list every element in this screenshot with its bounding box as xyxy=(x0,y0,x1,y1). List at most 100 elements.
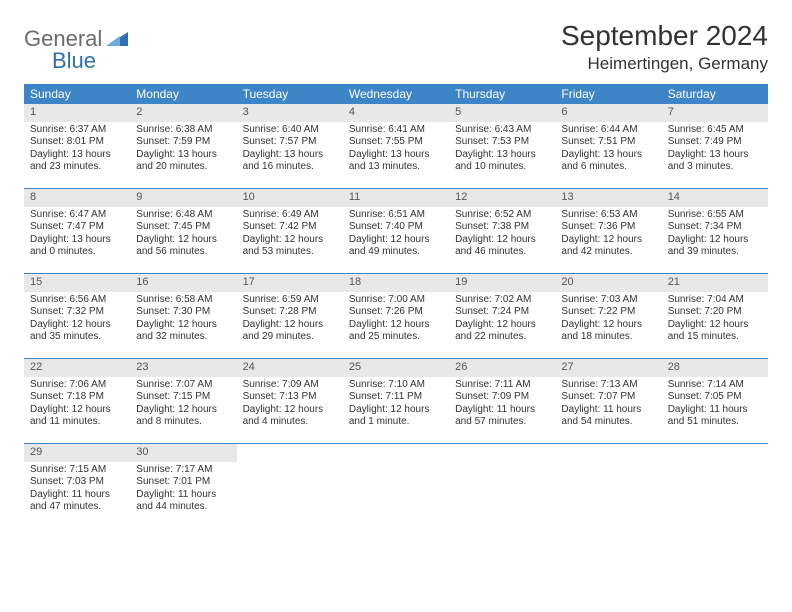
day-body: Sunrise: 6:43 AMSunset: 7:53 PMDaylight:… xyxy=(449,122,555,178)
day-cell: 11Sunrise: 6:51 AMSunset: 7:40 PMDayligh… xyxy=(343,189,449,273)
day-body: Sunrise: 6:59 AMSunset: 7:28 PMDaylight:… xyxy=(237,292,343,348)
day-body: Sunrise: 6:56 AMSunset: 7:32 PMDaylight:… xyxy=(24,292,130,348)
day-header-row: SundayMondayTuesdayWednesdayThursdayFrid… xyxy=(24,84,768,104)
sunset-line: Sunset: 7:15 PM xyxy=(136,391,230,404)
daylight-line: Daylight: 11 hours xyxy=(30,489,124,502)
day-cell: 26Sunrise: 7:11 AMSunset: 7:09 PMDayligh… xyxy=(449,359,555,443)
daylight-line: Daylight: 12 hours xyxy=(561,234,655,247)
day-body: Sunrise: 6:47 AMSunset: 7:47 PMDaylight:… xyxy=(24,207,130,263)
sunset-line: Sunset: 7:26 PM xyxy=(349,306,443,319)
day-number: 15 xyxy=(24,274,130,292)
day-header: Sunday xyxy=(24,84,130,104)
day-number: 10 xyxy=(237,189,343,207)
daylight-line: Daylight: 13 hours xyxy=(30,234,124,247)
daylight-line: Daylight: 12 hours xyxy=(243,319,337,332)
day-body: Sunrise: 6:55 AMSunset: 7:34 PMDaylight:… xyxy=(662,207,768,263)
day-body: Sunrise: 6:45 AMSunset: 7:49 PMDaylight:… xyxy=(662,122,768,178)
week-row: 15Sunrise: 6:56 AMSunset: 7:32 PMDayligh… xyxy=(24,274,768,359)
daylight-line: and 11 minutes. xyxy=(30,416,124,429)
day-number: 5 xyxy=(449,104,555,122)
day-number: 24 xyxy=(237,359,343,377)
day-number: 9 xyxy=(130,189,236,207)
sunrise-line: Sunrise: 6:51 AM xyxy=(349,209,443,222)
day-cell: 9Sunrise: 6:48 AMSunset: 7:45 PMDaylight… xyxy=(130,189,236,273)
day-cell: 17Sunrise: 6:59 AMSunset: 7:28 PMDayligh… xyxy=(237,274,343,358)
sunrise-line: Sunrise: 6:52 AM xyxy=(455,209,549,222)
sunset-line: Sunset: 7:03 PM xyxy=(30,476,124,489)
sunrise-line: Sunrise: 6:38 AM xyxy=(136,124,230,137)
day-body: Sunrise: 7:03 AMSunset: 7:22 PMDaylight:… xyxy=(555,292,661,348)
sunset-line: Sunset: 7:55 PM xyxy=(349,136,443,149)
sunrise-line: Sunrise: 6:47 AM xyxy=(30,209,124,222)
daylight-line: and 44 minutes. xyxy=(136,501,230,514)
day-body: Sunrise: 6:53 AMSunset: 7:36 PMDaylight:… xyxy=(555,207,661,263)
day-cell xyxy=(449,444,555,528)
day-body: Sunrise: 6:38 AMSunset: 7:59 PMDaylight:… xyxy=(130,122,236,178)
daylight-line: and 23 minutes. xyxy=(30,161,124,174)
daylight-line: and 46 minutes. xyxy=(455,246,549,259)
daylight-line: Daylight: 13 hours xyxy=(455,149,549,162)
sunset-line: Sunset: 7:28 PM xyxy=(243,306,337,319)
daylight-line: Daylight: 12 hours xyxy=(349,234,443,247)
day-cell: 16Sunrise: 6:58 AMSunset: 7:30 PMDayligh… xyxy=(130,274,236,358)
daylight-line: Daylight: 12 hours xyxy=(30,319,124,332)
sunset-line: Sunset: 7:05 PM xyxy=(668,391,762,404)
day-cell: 27Sunrise: 7:13 AMSunset: 7:07 PMDayligh… xyxy=(555,359,661,443)
sunset-line: Sunset: 7:53 PM xyxy=(455,136,549,149)
daylight-line: Daylight: 11 hours xyxy=(136,489,230,502)
day-cell: 15Sunrise: 6:56 AMSunset: 7:32 PMDayligh… xyxy=(24,274,130,358)
day-header: Tuesday xyxy=(237,84,343,104)
day-number: 23 xyxy=(130,359,236,377)
sunrise-line: Sunrise: 7:15 AM xyxy=(30,464,124,477)
daylight-line: Daylight: 12 hours xyxy=(136,319,230,332)
daylight-line: Daylight: 13 hours xyxy=(136,149,230,162)
day-number: 3 xyxy=(237,104,343,122)
daylight-line: Daylight: 12 hours xyxy=(455,234,549,247)
daylight-line: Daylight: 13 hours xyxy=(349,149,443,162)
day-number xyxy=(237,444,343,448)
sunset-line: Sunset: 7:24 PM xyxy=(455,306,549,319)
day-number: 4 xyxy=(343,104,449,122)
day-header: Wednesday xyxy=(343,84,449,104)
sunrise-line: Sunrise: 6:40 AM xyxy=(243,124,337,137)
day-number: 17 xyxy=(237,274,343,292)
day-number: 26 xyxy=(449,359,555,377)
week-row: 22Sunrise: 7:06 AMSunset: 7:18 PMDayligh… xyxy=(24,359,768,444)
sunrise-line: Sunrise: 7:17 AM xyxy=(136,464,230,477)
day-body: Sunrise: 6:49 AMSunset: 7:42 PMDaylight:… xyxy=(237,207,343,263)
sunset-line: Sunset: 7:59 PM xyxy=(136,136,230,149)
daylight-line: Daylight: 12 hours xyxy=(349,319,443,332)
day-body: Sunrise: 6:48 AMSunset: 7:45 PMDaylight:… xyxy=(130,207,236,263)
sunrise-line: Sunrise: 7:07 AM xyxy=(136,379,230,392)
sunrise-line: Sunrise: 6:43 AM xyxy=(455,124,549,137)
day-cell: 2Sunrise: 6:38 AMSunset: 7:59 PMDaylight… xyxy=(130,104,236,188)
day-body: Sunrise: 7:06 AMSunset: 7:18 PMDaylight:… xyxy=(24,377,130,433)
sunset-line: Sunset: 7:36 PM xyxy=(561,221,655,234)
sunset-line: Sunset: 7:07 PM xyxy=(561,391,655,404)
day-cell xyxy=(555,444,661,528)
sunrise-line: Sunrise: 7:14 AM xyxy=(668,379,762,392)
sunrise-line: Sunrise: 6:53 AM xyxy=(561,209,655,222)
sunrise-line: Sunrise: 6:59 AM xyxy=(243,294,337,307)
sunset-line: Sunset: 7:13 PM xyxy=(243,391,337,404)
location: Heimertingen, Germany xyxy=(561,54,768,74)
day-number: 28 xyxy=(662,359,768,377)
day-cell: 14Sunrise: 6:55 AMSunset: 7:34 PMDayligh… xyxy=(662,189,768,273)
daylight-line: Daylight: 12 hours xyxy=(561,319,655,332)
day-cell xyxy=(343,444,449,528)
sunset-line: Sunset: 7:40 PM xyxy=(349,221,443,234)
sunrise-line: Sunrise: 6:37 AM xyxy=(30,124,124,137)
daylight-line: Daylight: 12 hours xyxy=(30,404,124,417)
sunset-line: Sunset: 7:32 PM xyxy=(30,306,124,319)
daylight-line: and 29 minutes. xyxy=(243,331,337,344)
sunrise-line: Sunrise: 6:45 AM xyxy=(668,124,762,137)
daylight-line: and 49 minutes. xyxy=(349,246,443,259)
day-body: Sunrise: 6:40 AMSunset: 7:57 PMDaylight:… xyxy=(237,122,343,178)
day-number: 1 xyxy=(24,104,130,122)
sunrise-line: Sunrise: 7:09 AM xyxy=(243,379,337,392)
day-number: 29 xyxy=(24,444,130,462)
sunset-line: Sunset: 7:22 PM xyxy=(561,306,655,319)
day-cell: 24Sunrise: 7:09 AMSunset: 7:13 PMDayligh… xyxy=(237,359,343,443)
day-number xyxy=(662,444,768,448)
day-body: Sunrise: 7:04 AMSunset: 7:20 PMDaylight:… xyxy=(662,292,768,348)
